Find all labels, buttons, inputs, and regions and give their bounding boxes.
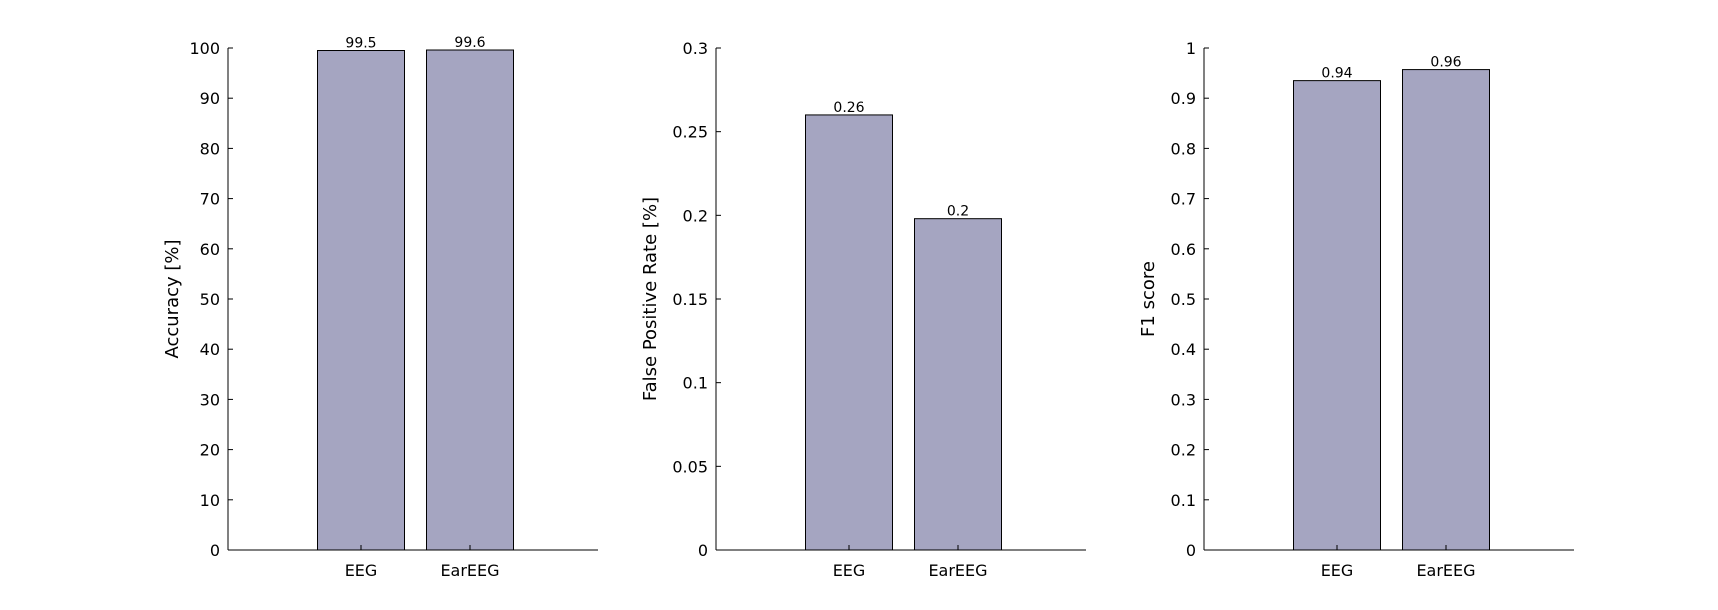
y-tick-label: 0.1 bbox=[1171, 491, 1196, 510]
y-tick-label: 0.25 bbox=[672, 123, 708, 142]
bar-eareeg bbox=[1402, 69, 1490, 551]
x-tick-label: EEG bbox=[345, 561, 378, 580]
y-tick-label: 30 bbox=[200, 390, 220, 409]
y-tick-label: 0.7 bbox=[1171, 190, 1196, 209]
bar-eareeg bbox=[914, 218, 1002, 551]
y-tick-label: 0.2 bbox=[1171, 441, 1196, 460]
subplot-2: 0.26 EEG 0.2 EarEEG 0 0.05 0.1 0.15 0.2 0.25 0.3 Fa… bbox=[640, 39, 1086, 580]
y-tick-label: 0.05 bbox=[672, 457, 708, 476]
y-tick-label: 0.8 bbox=[1171, 139, 1196, 158]
data-label: 0.96 bbox=[1430, 55, 1461, 71]
y-tick-label: 0 bbox=[1186, 541, 1196, 560]
y-tick-label: 0.9 bbox=[1171, 89, 1196, 108]
subplot-3: 0.94 EEG 0.96 EarEEG 0 0.1 0.2 0.3 0.4 0.5 0.6 0.7 0… bbox=[1138, 39, 1574, 580]
y-tick-label: 100 bbox=[189, 39, 220, 58]
y-tick-label: 90 bbox=[200, 89, 220, 108]
data-label: 99.5 bbox=[345, 36, 376, 52]
x-tick-label: EarEEG bbox=[1416, 561, 1475, 580]
x-tick-label: EarEEG bbox=[928, 561, 987, 580]
y-tick-label: 80 bbox=[200, 139, 220, 158]
x-tick-label: EarEEG bbox=[440, 561, 499, 580]
y-tick-label: 0 bbox=[210, 541, 220, 560]
data-label: 0.2 bbox=[947, 204, 969, 220]
y-tick-label: 0.6 bbox=[1171, 240, 1196, 259]
y-tick-label: 0.2 bbox=[683, 206, 708, 225]
y-tick-label: 0.3 bbox=[1171, 390, 1196, 409]
data-label: 0.94 bbox=[1321, 66, 1352, 82]
y-tick-label: 20 bbox=[200, 441, 220, 460]
y-tick-label: 0.15 bbox=[672, 290, 708, 309]
bar-eeg bbox=[1293, 80, 1381, 551]
y-tick-label: 70 bbox=[200, 190, 220, 209]
y-tick-label: 40 bbox=[200, 340, 220, 359]
y-tick-label: 0 bbox=[698, 541, 708, 560]
y-tick-label: 0.5 bbox=[1171, 290, 1196, 309]
y-tick-label: 0.1 bbox=[683, 374, 708, 393]
data-label: 99.6 bbox=[454, 35, 485, 51]
y-tick-label: 10 bbox=[200, 491, 220, 510]
bar-eeg bbox=[317, 50, 405, 551]
x-tick-label: EEG bbox=[1321, 561, 1354, 580]
subplot-1: 99.5 EEG 99.6 EarEEG 0 10 20 30 40 50 60 70 80 90 100 A… bbox=[162, 35, 598, 580]
y-tick-label: 1 bbox=[1186, 39, 1196, 58]
y-tick-label: 0.3 bbox=[683, 39, 708, 58]
bar-eareeg bbox=[426, 49, 514, 551]
x-tick-label: EEG bbox=[833, 561, 866, 580]
y-tick-label: 60 bbox=[200, 240, 220, 259]
data-label: 0.26 bbox=[833, 100, 864, 116]
bar-eeg bbox=[805, 114, 893, 551]
y-axis-title: F1 score bbox=[1138, 261, 1159, 337]
y-tick-label: 0.4 bbox=[1171, 340, 1196, 359]
y-axis-title: False Positive Rate [%] bbox=[640, 197, 661, 401]
y-axis-title: Accuracy [%] bbox=[162, 239, 183, 358]
y-tick-label: 50 bbox=[200, 290, 220, 309]
